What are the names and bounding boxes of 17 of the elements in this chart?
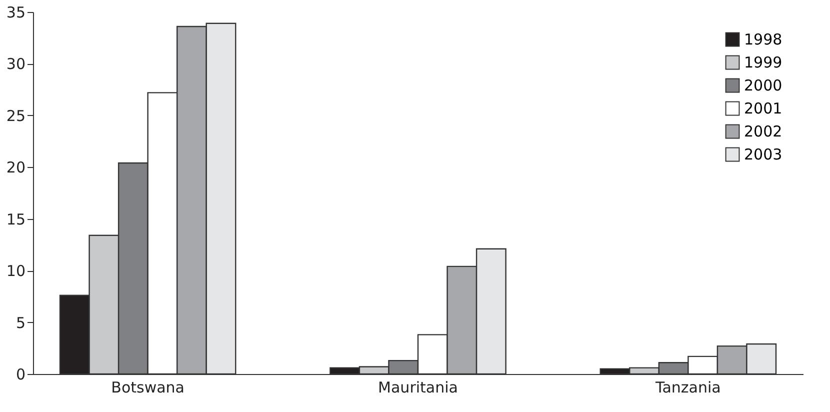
x-tick-label: Botswana bbox=[111, 378, 184, 396]
legend-label: 2002 bbox=[744, 122, 782, 140]
y-tick-label: 25 bbox=[6, 106, 26, 125]
x-tick-label: Tanzania bbox=[654, 378, 721, 396]
legend-label: 1999 bbox=[744, 54, 782, 72]
y-tick-label: 35 bbox=[6, 4, 26, 22]
y-tick-label: 20 bbox=[6, 158, 26, 177]
y-tick-label: 15 bbox=[6, 210, 26, 228]
legend-label: 2001 bbox=[744, 100, 782, 118]
y-tick-label: 5 bbox=[16, 314, 26, 332]
legend-label: 1998 bbox=[744, 30, 782, 48]
legend-label: 2000 bbox=[744, 76, 782, 94]
y-tick-label: 0 bbox=[16, 366, 26, 384]
y-tick-label: 30 bbox=[6, 55, 26, 74]
legend-label: 2003 bbox=[744, 146, 782, 164]
x-tick-label: Mauritania bbox=[378, 378, 458, 396]
y-tick-label: 10 bbox=[6, 262, 26, 280]
